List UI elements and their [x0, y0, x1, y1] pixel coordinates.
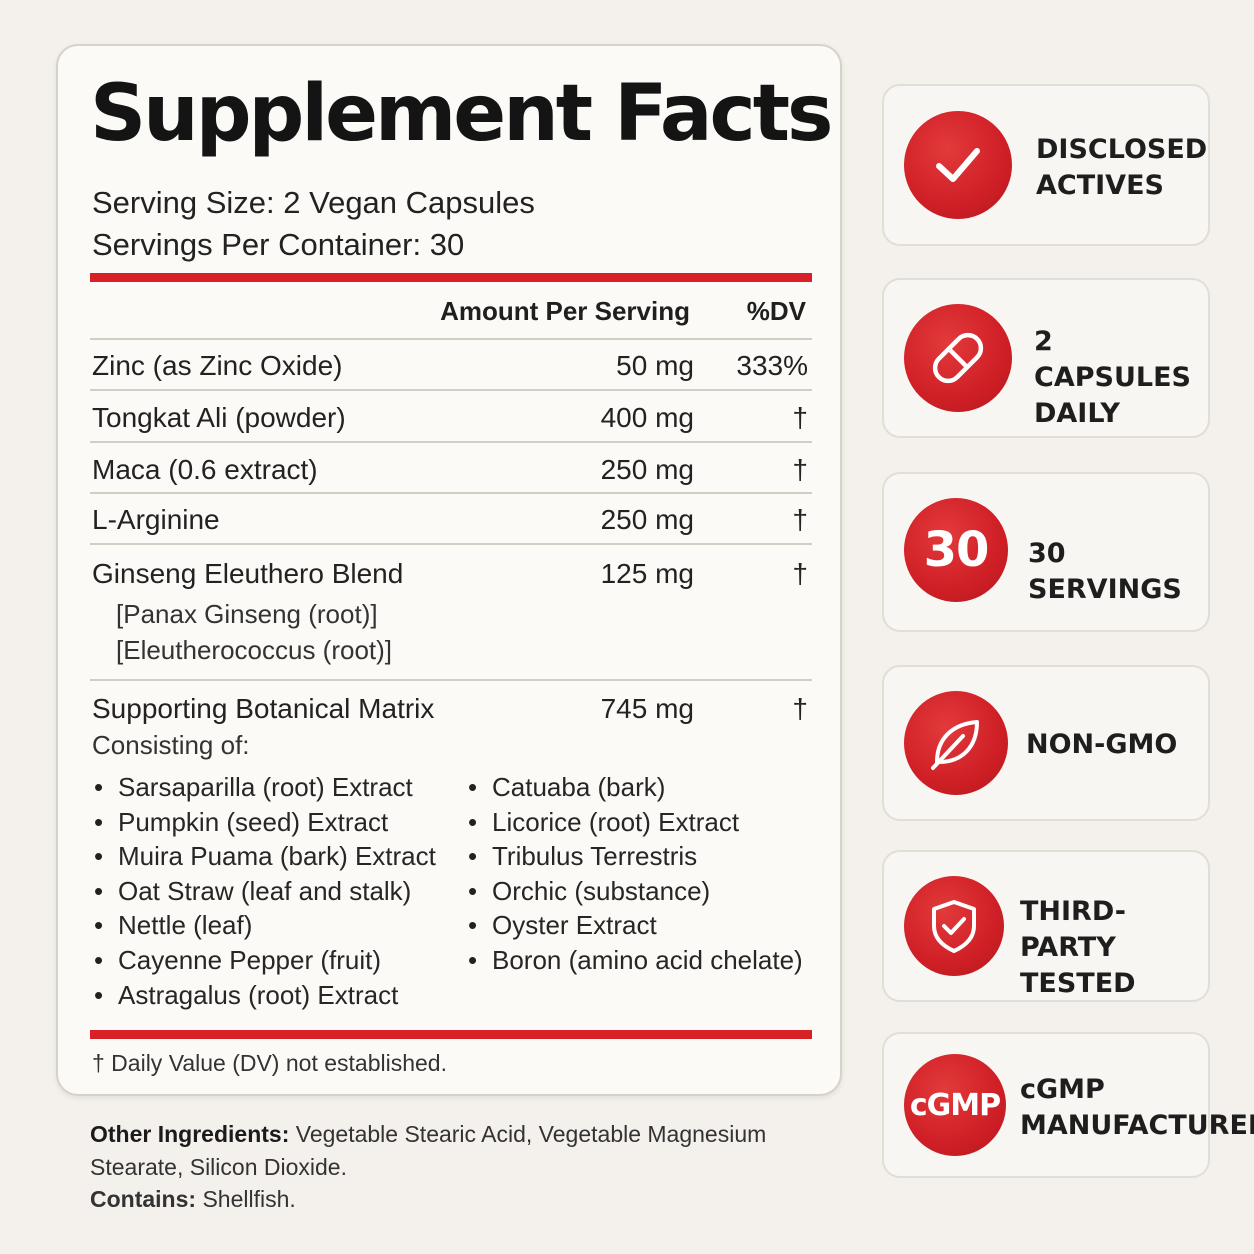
row-divider [90, 492, 812, 494]
nutrient-amount: 250 mg [600, 454, 694, 485]
nutrient-dv: † [792, 693, 808, 724]
list-item: Oat Straw (leaf and stalk) [94, 874, 436, 909]
nutrient-name: Maca (0.6 extract) [92, 454, 318, 485]
badge-label: 30 SERVINGS [1028, 538, 1182, 605]
servings-number: 30 [923, 522, 990, 578]
footnote: † Daily Value (DV) not established. [92, 1050, 447, 1076]
nutrient-amount: 400 mg [600, 402, 694, 433]
badge-disclosed-actives: DISCLOSED ACTIVES [882, 84, 1210, 246]
leaf-icon [904, 691, 1008, 795]
number-30-icon: 30 [904, 498, 1008, 602]
cgmp-seal-text: cGMP [909, 1087, 1001, 1123]
badge-servings: 30 30 SERVINGS [882, 472, 1210, 632]
serving-info: Serving Size: 2 Vegan Capsules Servings … [92, 182, 535, 266]
list-item: Orchic (substance) [468, 874, 803, 909]
matrix-list-right: Catuaba (bark) Licorice (root) Extract T… [468, 770, 803, 978]
badge-third-party-tested: THIRD-PARTY TESTED [882, 850, 1210, 1002]
serving-size: Serving Size: 2 Vegan Capsules [92, 185, 535, 220]
servings-per-container: Servings Per Container: 30 [92, 227, 465, 262]
shield-check-icon [904, 876, 1004, 976]
list-item: Nettle (leaf) [94, 908, 436, 943]
nutrient-dv: † [792, 454, 808, 485]
list-item: Licorice (root) Extract [468, 805, 803, 840]
nutrient-dv: † [792, 558, 808, 589]
cgmp-seal-icon: cGMP [904, 1054, 1006, 1156]
consisting-of-label: Consisting of: [92, 730, 250, 760]
blend-component: [Panax Ginseng (root)] [116, 599, 378, 629]
nutrient-amount: 125 mg [600, 558, 694, 589]
badge-non-gmo: NON-GMO [882, 665, 1210, 821]
row-divider [90, 389, 812, 391]
list-item: Catuaba (bark) [468, 770, 803, 805]
other-ingredients-label: Other Ingredients: [90, 1121, 290, 1147]
top-red-divider [90, 273, 812, 282]
nutrient-amount: 745 mg [600, 693, 694, 724]
matrix-list-left: Sarsaparilla (root) Extract Pumpkin (see… [94, 770, 436, 1012]
badge-cgmp-manufactured: cGMP cGMP MANUFACTURED [882, 1032, 1254, 1178]
list-item: Sarsaparilla (root) Extract [94, 770, 436, 805]
checkmark-icon [904, 111, 1012, 219]
badge-label: DISCLOSED ACTIVES [1036, 134, 1208, 201]
list-item: Pumpkin (seed) Extract [94, 805, 436, 840]
capsule-icon [904, 304, 1012, 412]
badge-label: 2 CAPSULES DAILY [1034, 326, 1191, 429]
facts-title: Supplement Facts [90, 69, 833, 159]
row-divider [90, 441, 812, 443]
list-item: Boron (amino acid chelate) [468, 943, 803, 978]
blend-component: [Eleutherococcus (root)] [116, 635, 393, 665]
nutrient-dv: † [792, 504, 808, 535]
header-amount-per-serving: Amount Per Serving [440, 296, 690, 326]
nutrient-name: Zinc (as Zinc Oxide) [92, 350, 343, 381]
header-dv: %DV [746, 296, 806, 326]
badge-capsules-daily: 2 CAPSULES DAILY [882, 278, 1210, 438]
row-divider [90, 679, 812, 681]
nutrient-name: Ginseng Eleuthero Blend [92, 558, 404, 589]
other-ingredients-text: Vegetable Stearic Acid, Vegetable Magnes… [90, 1121, 767, 1180]
nutrient-dv: † [792, 402, 808, 433]
nutrient-name: Tongkat Ali (powder) [92, 402, 346, 433]
nutrient-amount: 250 mg [600, 504, 694, 535]
contains-label: Contains: [90, 1186, 197, 1212]
supplement-facts-panel: Supplement Facts Serving Size: 2 Vegan C… [56, 44, 842, 1096]
nutrient-name: L-Arginine [92, 504, 220, 535]
list-item: Cayenne Pepper (fruit) [94, 943, 436, 978]
row-divider [90, 338, 812, 340]
badge-label: THIRD-PARTY TESTED [1020, 896, 1136, 999]
badge-label: cGMP MANUFACTURED [1020, 1074, 1254, 1141]
nutrient-name: Supporting Botanical Matrix [92, 693, 435, 724]
bottom-red-divider [90, 1030, 812, 1039]
other-ingredients: Other Ingredients: Vegetable Stearic Aci… [90, 1118, 790, 1184]
list-item: Astragalus (root) Extract [94, 978, 436, 1013]
nutrient-amount: 50 mg [616, 350, 694, 381]
list-item: Tribulus Terrestris [468, 839, 803, 874]
row-divider [90, 543, 812, 545]
badge-label: NON-GMO [1026, 729, 1178, 760]
list-item: Oyster Extract [468, 908, 803, 943]
contains-text: Shellfish. [196, 1186, 296, 1212]
nutrient-dv: 333% [736, 350, 808, 381]
list-item: Muira Puama (bark) Extract [94, 839, 436, 874]
contains-statement: Contains: Shellfish. [90, 1186, 296, 1213]
